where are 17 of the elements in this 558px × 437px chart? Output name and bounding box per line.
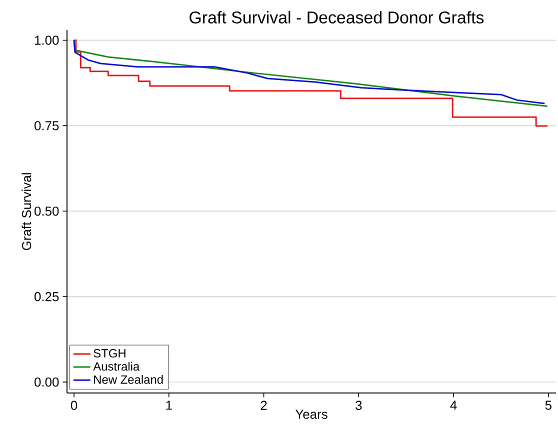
x-axis-title: Years [295, 410, 328, 419]
chart-title: Graft Survival - Deceased Donor Grafts [190, 11, 484, 24]
x-tick-label: 5 [545, 400, 552, 410]
x-tick-label: 4 [450, 400, 457, 410]
y-tick-label: 1.00 [35, 36, 59, 45]
x-tick-label: 0 [70, 400, 78, 410]
x-tick-label: 1 [166, 400, 172, 410]
y-tick-label: 0.00 [34, 377, 59, 387]
y-tick-label: 0.50 [34, 206, 59, 216]
y-axis-title: Graft Survival [22, 173, 32, 250]
y-tick-label: 0.25 [34, 292, 59, 302]
legend-label: Australia [93, 362, 140, 371]
legend-label: STGH [94, 349, 126, 358]
x-tick-label: 2 [260, 400, 267, 410]
x-tick-label: 3 [356, 400, 362, 410]
y-tick-label: 0.75 [34, 121, 59, 130]
legend-label: New Zealand [94, 375, 163, 384]
